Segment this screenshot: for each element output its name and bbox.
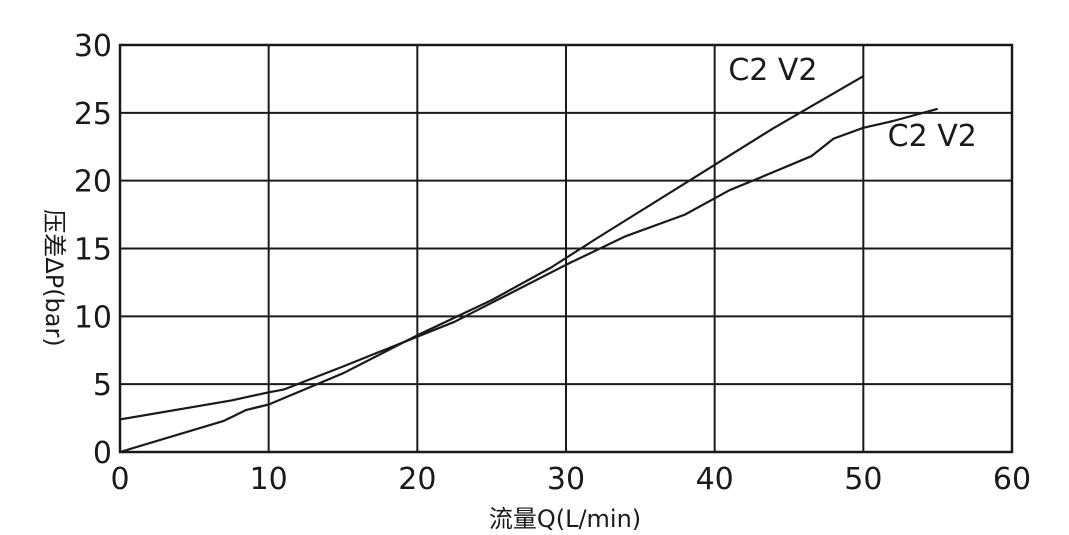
y-tick-label: 20 bbox=[74, 165, 112, 200]
x-tick-label: 50 bbox=[844, 462, 882, 497]
x-tick-label: 10 bbox=[250, 462, 288, 497]
x-tick-label: 20 bbox=[398, 462, 436, 497]
y-axis-title: 压差ΔP(bar) bbox=[40, 209, 68, 346]
series-layer: C2 V2 C2 V2 bbox=[119, 53, 977, 454]
series-line-1 bbox=[119, 75, 864, 454]
x-axis-ticks: 0 10 20 30 40 50 60 bbox=[110, 462, 1031, 497]
x-axis-title: 流量Q(L/min) bbox=[489, 505, 641, 533]
series-label-1: C2 V2 bbox=[728, 53, 817, 88]
x-tick-label: 60 bbox=[993, 462, 1031, 497]
y-tick-label: 15 bbox=[74, 233, 112, 268]
series-label-2: C2 V2 bbox=[888, 119, 977, 154]
y-tick-label: 10 bbox=[74, 300, 112, 335]
y-tick-label: 0 bbox=[93, 436, 112, 471]
y-tick-label: 5 bbox=[93, 368, 112, 403]
y-tick-label: 30 bbox=[74, 29, 112, 64]
x-tick-label: 30 bbox=[547, 462, 585, 497]
y-axis-ticks: 0 5 10 15 20 25 30 bbox=[74, 29, 112, 471]
series-line-2 bbox=[119, 107, 938, 421]
grid bbox=[120, 45, 1012, 452]
x-tick-label: 40 bbox=[696, 462, 734, 497]
plot-frame bbox=[118, 43, 1014, 454]
x-tick-label: 0 bbox=[110, 462, 129, 497]
y-tick-label: 25 bbox=[74, 97, 112, 132]
